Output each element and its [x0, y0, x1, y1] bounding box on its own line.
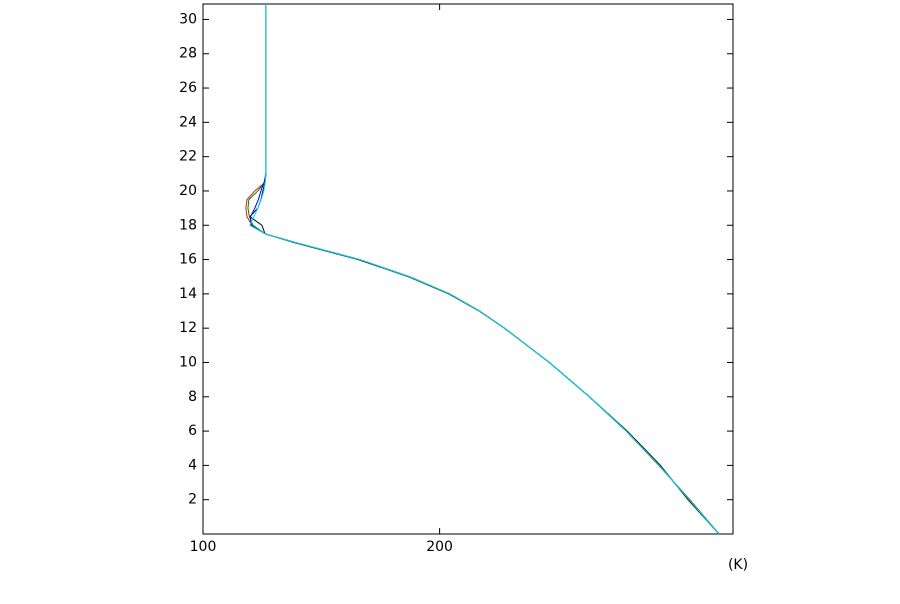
y-tick-label: 16 [179, 252, 197, 268]
y-tick-label: 4 [188, 457, 197, 473]
y-tick-label: 10 [179, 354, 197, 370]
x-tick-label: 100 [190, 539, 217, 555]
x-tick-label: 200 [426, 539, 453, 555]
y-tick-label: 6 [188, 423, 197, 439]
y-tick-label: 24 [179, 114, 197, 130]
temperature-profile [249, 4, 720, 535]
y-tick-label: 2 [188, 492, 197, 508]
y-tick-label: 28 [179, 46, 197, 62]
y-tick-label: 26 [179, 80, 197, 96]
y-tick-label: 8 [188, 389, 197, 405]
y-tick-label: 12 [179, 320, 197, 336]
y-tick-label: 22 [179, 149, 197, 165]
y-tick-label: 18 [179, 217, 197, 233]
x-axis-label: (K) [728, 557, 748, 573]
y-tick-label: 30 [179, 11, 197, 27]
plot-frame [202, 3, 734, 535]
y-tick-label: 14 [179, 286, 197, 302]
y-tick-label: 20 [179, 183, 197, 199]
